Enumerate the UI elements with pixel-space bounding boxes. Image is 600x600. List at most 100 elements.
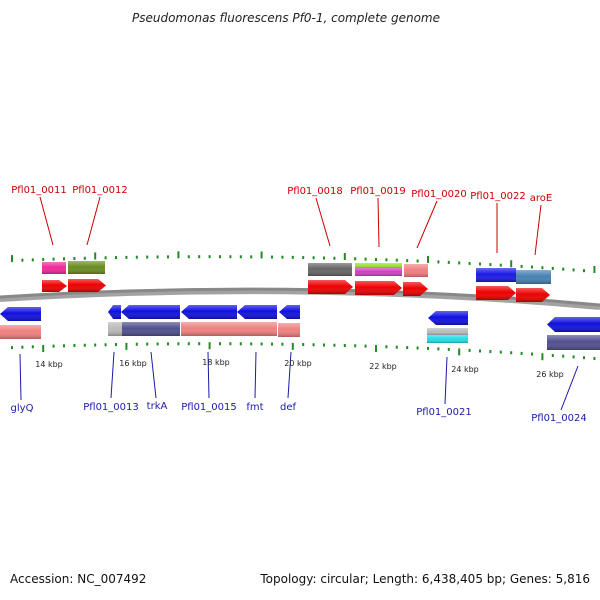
- gene-label-pfl01-0019[interactable]: Pfl01_0019: [350, 186, 406, 197]
- gene-box-pfl01-0015-fmt[interactable]: [181, 322, 277, 336]
- minor-tick: [302, 343, 305, 347]
- minor-tick: [271, 342, 273, 346]
- minor-tick: [583, 356, 585, 360]
- cds-arrow-pfl01-0022[interactable]: [476, 286, 516, 300]
- gene-box-pfl01-0022[interactable]: [476, 268, 516, 282]
- major-tick: [593, 265, 596, 273]
- minor-tick: [229, 342, 232, 346]
- minor-tick: [42, 257, 45, 261]
- minor-tick: [520, 351, 523, 355]
- gene-box-pfl01-0020-shade: [404, 264, 428, 277]
- gene-box-pfl01-0021-top[interactable]: [427, 328, 468, 335]
- cds-arrow-pfl01-0019[interactable]: [355, 281, 402, 295]
- tick-label-18-kbp: 18 kbp: [202, 358, 230, 367]
- minor-tick: [239, 342, 242, 346]
- minor-tick: [250, 255, 253, 259]
- cds-arrow-fmt[interactable]: [237, 305, 277, 319]
- gene-label-pfl01-0018[interactable]: Pfl01_0018: [287, 186, 343, 197]
- cds-arrow-pfl01-0022-shade: [476, 286, 516, 300]
- gene-box-pfl01-0019[interactable]: [355, 268, 402, 276]
- cds-arrow-pfl01-0020[interactable]: [403, 282, 428, 296]
- gene-box-pfl01-0011[interactable]: [42, 262, 66, 274]
- minor-tick: [489, 263, 492, 267]
- cds-arrow-glyq-shade: [0, 307, 41, 321]
- gene-label-pfl01-0022[interactable]: Pfl01_0022: [470, 191, 526, 202]
- minor-tick: [187, 342, 190, 346]
- gene-label-pfl01-0020[interactable]: Pfl01_0020: [411, 189, 467, 200]
- cds-arrow-pfl01-0011[interactable]: [42, 280, 67, 292]
- gene-box-pfl01-0019-top[interactable]: [355, 263, 402, 268]
- minor-tick: [208, 255, 211, 259]
- cds-arrow-pfl01-0013-shade: [108, 305, 121, 319]
- gene-box-pfl01-0012[interactable]: [68, 261, 105, 274]
- gene-label-aroe[interactable]: aroE: [530, 193, 552, 204]
- minor-tick: [489, 350, 492, 354]
- minor-tick: [531, 265, 533, 269]
- major-tick: [427, 255, 429, 263]
- cds-arrow-pfl01-0015-shade: [181, 305, 237, 319]
- cds-arrow-def[interactable]: [279, 305, 300, 319]
- major-tick: [458, 348, 461, 356]
- major-tick: [177, 251, 180, 259]
- minor-tick: [302, 256, 305, 260]
- page-title: Pseudomonas fluorescens Pf0-1, complete …: [132, 11, 440, 25]
- gene-box-aroe[interactable]: [516, 270, 551, 284]
- cds-arrow-pfl01-0024[interactable]: [547, 317, 600, 332]
- minor-tick: [406, 346, 409, 350]
- cds-arrow-pfl01-0015[interactable]: [181, 305, 237, 319]
- gene-label-pfl01-0021[interactable]: Pfl01_0021: [416, 407, 472, 418]
- minor-tick: [21, 258, 24, 262]
- minor-tick: [364, 257, 367, 261]
- gene-label-pfl01-0015[interactable]: Pfl01_0015: [181, 402, 237, 413]
- cds-arrow-pfl01-0013[interactable]: [108, 305, 121, 319]
- accession-text: Accession: NC_007492: [10, 572, 147, 586]
- gene-box-pfl01-0020[interactable]: [404, 264, 428, 277]
- minor-tick: [187, 255, 190, 259]
- cds-arrow-glyq[interactable]: [0, 307, 41, 321]
- minor-tick: [11, 346, 13, 350]
- gene-label-glyq[interactable]: glyQ: [11, 403, 34, 414]
- minor-tick: [167, 342, 169, 346]
- gene-box-pfl01-0011-shade: [42, 262, 66, 274]
- gene-box-pfl01-0018[interactable]: [308, 263, 352, 276]
- cds-arrow-trka[interactable]: [121, 305, 180, 319]
- gene-label-trka[interactable]: trkA: [147, 401, 168, 412]
- gene-box-trka[interactable]: [122, 322, 180, 336]
- topology-text: Topology: circular; Length: 6,438,405 bp…: [260, 572, 590, 586]
- minor-tick: [364, 344, 367, 348]
- cds-arrow-pfl01-0021[interactable]: [428, 311, 468, 325]
- gene-label-pfl01-0024[interactable]: Pfl01_0024: [531, 413, 587, 424]
- cds-arrow-pfl01-0012[interactable]: [68, 279, 106, 292]
- leader-pfl01-0018: [315, 197, 331, 247]
- minor-tick: [375, 257, 377, 261]
- gene-box-pfl01-0021[interactable]: [427, 335, 468, 343]
- minor-tick: [115, 343, 117, 347]
- feature-track: [0, 261, 600, 350]
- gene-box-glyq[interactable]: [0, 325, 41, 339]
- gene-box-pfl01-0024[interactable]: [547, 335, 600, 350]
- minor-tick: [31, 258, 34, 262]
- minor-tick: [156, 342, 159, 346]
- gene-label-pfl01-0012[interactable]: Pfl01_0012: [72, 185, 128, 196]
- minor-tick: [125, 255, 128, 259]
- minor-tick: [52, 257, 55, 261]
- minor-tick: [21, 345, 24, 349]
- minor-tick: [395, 258, 398, 262]
- gene-box-pfl01-0013[interactable]: [108, 322, 122, 336]
- gene-label-def[interactable]: def: [280, 402, 297, 413]
- leader-pfl01-0021: [444, 356, 448, 405]
- gene-label-pfl01-0011[interactable]: Pfl01_0011: [11, 185, 67, 196]
- minor-tick: [312, 256, 315, 260]
- gene-box-def[interactable]: [278, 323, 300, 337]
- minor-tick: [73, 344, 76, 348]
- minor-tick: [323, 343, 325, 347]
- gene-label-fmt[interactable]: fmt: [246, 402, 263, 413]
- minor-tick: [281, 255, 284, 259]
- gene-box-def-shade: [278, 323, 300, 337]
- cds-arrow-aroe[interactable]: [516, 288, 550, 302]
- cds-arrow-pfl01-0018[interactable]: [308, 280, 353, 294]
- tick-label-20-kbp: 20 kbp: [284, 359, 312, 368]
- gene-box-pfl01-0019-shade: [355, 268, 402, 276]
- gene-label-pfl01-0013[interactable]: Pfl01_0013: [83, 402, 139, 413]
- minor-tick: [63, 344, 65, 348]
